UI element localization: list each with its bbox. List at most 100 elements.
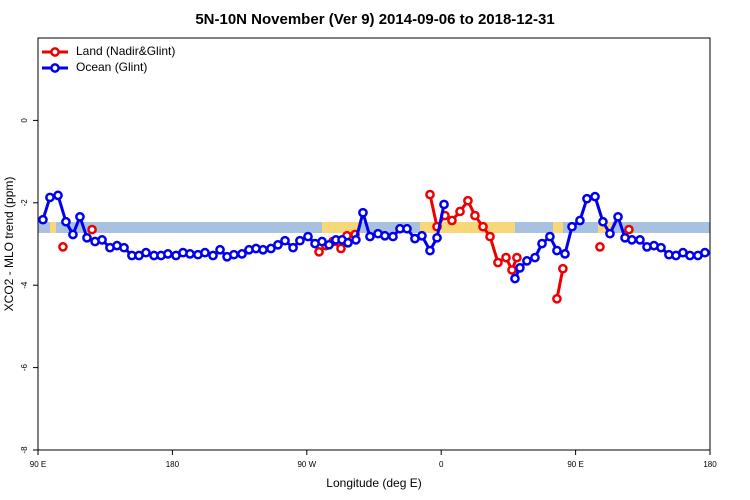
- series-point: [425, 245, 435, 256]
- series-point: [545, 231, 555, 242]
- y-tick-label: 0: [20, 118, 29, 123]
- series-point: [68, 229, 78, 240]
- x-axis-label: Longitude (deg E): [326, 476, 421, 490]
- x-tick-label: 0: [439, 460, 444, 469]
- series-point: [656, 242, 666, 253]
- series-point: [258, 244, 268, 255]
- series-point: [273, 239, 283, 250]
- series-point: [119, 242, 129, 253]
- series-point: [303, 231, 313, 242]
- series-point: [280, 235, 290, 246]
- series-point: [185, 249, 195, 259]
- y-axis-label: XCO2 - MLO trend (ppm): [2, 177, 16, 312]
- x-tick-label: 180: [703, 460, 717, 469]
- land-band: [322, 222, 360, 233]
- y-tick-label: -8: [20, 446, 29, 454]
- series-point: [598, 216, 608, 227]
- series-point: [605, 228, 615, 239]
- series-point: [343, 237, 353, 248]
- series-point: [380, 230, 390, 241]
- y-tick-label: -6: [20, 363, 29, 371]
- series-point: [515, 263, 525, 273]
- series-point: [87, 224, 97, 235]
- series-point: [215, 244, 225, 255]
- legend-label: Land (Nadir&Glint): [76, 44, 175, 58]
- series-point: [455, 206, 465, 217]
- series-point: [507, 265, 517, 275]
- series-point: [685, 250, 695, 261]
- series-point: [237, 249, 247, 259]
- series-point: [582, 193, 592, 204]
- series-point: [388, 231, 398, 242]
- series-point: [522, 256, 532, 266]
- series-point: [552, 293, 562, 304]
- series-point: [38, 214, 48, 225]
- series-point: [558, 263, 568, 274]
- series-point: [567, 221, 577, 232]
- series-point: [635, 235, 645, 245]
- x-tick-label: 90 W: [297, 460, 316, 469]
- series-point: [447, 215, 457, 226]
- series-point: [560, 249, 570, 259]
- series-line: [555, 268, 565, 300]
- series-point: [470, 210, 480, 221]
- series-point: [200, 247, 210, 258]
- y-tick-label: -2: [20, 199, 29, 207]
- series-point: [365, 231, 375, 242]
- series-point: [552, 245, 562, 256]
- series-point: [58, 242, 68, 252]
- series-point: [485, 231, 495, 242]
- series-point: [82, 232, 92, 243]
- series-point: [463, 195, 473, 206]
- series-point: [336, 243, 346, 254]
- ocean-band: [38, 222, 710, 233]
- series-point: [512, 252, 522, 263]
- series-point: [425, 189, 435, 200]
- legend-marker: [50, 63, 60, 73]
- y-tick-label: -4: [20, 281, 29, 289]
- land-band: [553, 222, 563, 233]
- series-point: [53, 190, 63, 201]
- series-point: [402, 223, 412, 234]
- series-point: [575, 215, 585, 226]
- series-point: [61, 216, 71, 227]
- series-point: [351, 235, 361, 245]
- series-point: [595, 242, 605, 252]
- land-band: [50, 222, 56, 233]
- chart-title: 5N-10N November (Ver 9) 2014-09-06 to 20…: [195, 11, 554, 28]
- legend-marker: [50, 47, 60, 57]
- series-point: [530, 252, 540, 263]
- series-point: [266, 243, 276, 254]
- series-point: [432, 232, 442, 243]
- series-point: [613, 211, 623, 222]
- legend-label: Ocean (Glint): [76, 60, 147, 74]
- series-point: [590, 191, 600, 202]
- series-point: [478, 221, 488, 232]
- series-point: [295, 235, 305, 246]
- series-point: [627, 235, 637, 245]
- series-point: [97, 235, 107, 245]
- series-point: [358, 207, 368, 218]
- series-point: [417, 230, 427, 241]
- series-point: [510, 273, 520, 284]
- series-point: [537, 238, 547, 249]
- series-point: [493, 257, 503, 268]
- series-point: [700, 247, 710, 258]
- x-tick-label: 180: [166, 460, 180, 469]
- x-tick-label: 90 E: [567, 460, 583, 469]
- series-point: [314, 246, 324, 257]
- series-point: [229, 249, 239, 260]
- series-point: [501, 252, 511, 263]
- series-point: [439, 199, 449, 210]
- series-point: [75, 211, 85, 222]
- x-tick-label: 90 E: [30, 460, 46, 469]
- series-point: [624, 224, 634, 235]
- series-point: [163, 249, 173, 259]
- series-point: [45, 192, 55, 203]
- series-point: [208, 250, 218, 261]
- series-point: [288, 242, 298, 253]
- series-point: [324, 239, 334, 250]
- series-point: [141, 247, 151, 258]
- plot-frame: [37, 37, 711, 451]
